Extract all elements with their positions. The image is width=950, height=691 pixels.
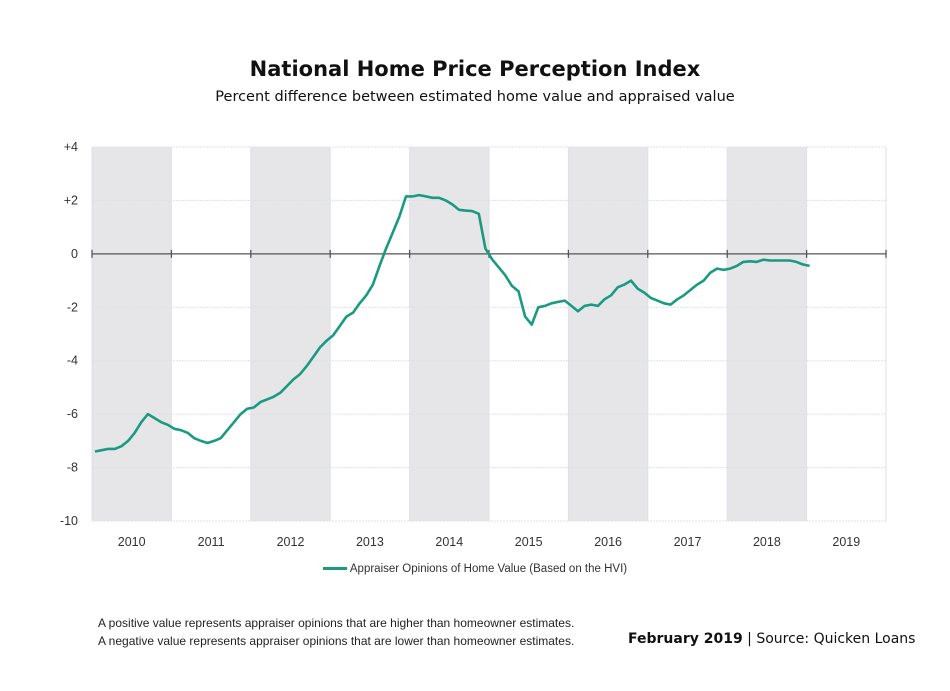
year-band-2016	[568, 147, 648, 521]
chart-subtitle: Percent difference between estimated hom…	[215, 89, 735, 105]
x-tick-label-2012: 2012	[277, 535, 305, 549]
x-axis-labels: 2010 2011 2012 2013 2014 2015 2016 2017 2018 2019	[118, 535, 860, 549]
x-tick-label-2018: 2018	[753, 535, 781, 549]
y-tick-label: +2	[64, 193, 78, 207]
y-tick-label: +4	[64, 140, 78, 154]
year-band-2010	[92, 147, 172, 521]
series-lines	[94, 193, 810, 453]
year-band-2012	[250, 147, 331, 521]
y-tick-label: -10	[60, 514, 78, 528]
x-tick-label-2017: 2017	[674, 535, 702, 549]
y-tick-label: -8	[67, 461, 78, 475]
y-tick-label: -2	[67, 300, 78, 314]
x-tick-label-2019: 2019	[832, 535, 860, 549]
year-band-2014	[409, 147, 489, 521]
credit-date: February 2019	[628, 631, 743, 647]
y-axis-labels: +4 +2 0 -2 -4 -6 -8 -10	[60, 140, 78, 528]
x-tick-label-2011: 2011	[198, 535, 225, 549]
y-tick-label: -6	[67, 407, 78, 421]
legend-label: Appraiser Opinions of Home Value (Based …	[349, 563, 628, 575]
year-bands	[92, 147, 807, 521]
note-negative: A negative value represents appraiser op…	[98, 634, 575, 648]
series-line-0	[94, 193, 810, 453]
legend-swatch	[322, 567, 347, 571]
chart-title: National Home Price Perception Index	[249, 57, 701, 81]
y-tick-label: -4	[67, 354, 78, 368]
legend: Appraiser Opinions of Home Value (Based …	[0, 563, 950, 575]
x-tick-label-2013: 2013	[356, 535, 384, 549]
x-tick-label-2014: 2014	[435, 535, 463, 549]
note-positive: A positive value represents appraiser op…	[98, 616, 575, 630]
x-tick-label-2010: 2010	[118, 535, 146, 549]
credit: February 2019 | Source: Quicken Loans	[628, 631, 915, 647]
y-tick-label: 0	[71, 247, 78, 261]
year-band-2018	[727, 147, 807, 521]
credit-source: | Source: Quicken Loans	[747, 631, 916, 647]
x-tick-label-2015: 2015	[515, 535, 543, 549]
x-tick-label-2016: 2016	[594, 535, 622, 549]
gridlines	[91, 146, 887, 522]
